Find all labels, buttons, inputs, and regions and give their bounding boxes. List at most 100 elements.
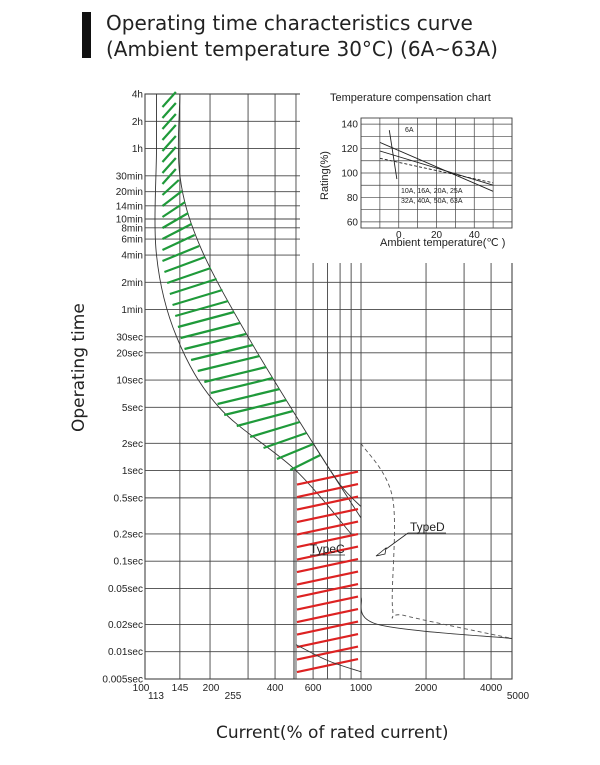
inset-x-axis-title: Ambient temperature(℃ ) [380, 237, 505, 249]
green-hatch [161, 146, 177, 163]
red-hatch [296, 645, 359, 661]
curve-tail-solid [312, 443, 362, 507]
thermal-upper-curve [154, 94, 352, 535]
temperature-compensation-chart: Temperature compensation chart 60 80 100 12… [300, 87, 522, 263]
y-tick-label: 8min [121, 223, 143, 234]
y-tick-label: 10sec [116, 376, 143, 387]
y-tick-label: 0.5sec [114, 493, 143, 504]
green-hatch [197, 354, 260, 373]
y-axis-title: Operating time [69, 303, 89, 432]
instantaneous-tail [360, 596, 513, 639]
x-axis-title: Current(% of rated current) [216, 723, 449, 743]
green-hatch [263, 431, 307, 450]
red-hatch [296, 495, 359, 511]
red-hatch [296, 470, 359, 486]
green-hatch [184, 332, 247, 351]
y-tick-label: 2h [132, 117, 143, 128]
inset-y-tick: 140 [341, 120, 358, 131]
y-tick-label: 1min [121, 305, 143, 316]
green-hatch [164, 255, 206, 274]
red-hatch [296, 558, 359, 574]
green-hatch [161, 135, 177, 152]
type-c-band [293, 443, 362, 679]
y-tick-label: 0.01sec [108, 647, 143, 658]
x-tick-label: 100 [133, 683, 150, 694]
green-hatch [161, 212, 189, 229]
green-hatch [217, 387, 280, 406]
y-tick-label: 10min [116, 214, 143, 225]
red-hatch [296, 483, 359, 499]
y-tick-label: 4h [132, 90, 143, 101]
y-tick-label: 0.2sec [114, 529, 143, 540]
chart-title-line-1: Operating time characteristics curve [106, 11, 473, 35]
y-tick-label: 0.1sec [114, 557, 143, 568]
inset-series-lines [379, 130, 494, 192]
green-hatch [161, 190, 183, 207]
y-tick-label: 0.05sec [108, 584, 143, 595]
inset-y-tick: 80 [347, 193, 359, 204]
green-hatch [162, 244, 200, 263]
green-hatch [162, 234, 196, 251]
inset-series-line [379, 157, 494, 184]
type-d-arrowhead [375, 547, 387, 557]
x-tick-label: 145 [172, 683, 189, 694]
y-tick-label: 6min [121, 235, 143, 246]
green-hatch [169, 277, 217, 296]
y-tick-label: 20min [116, 187, 143, 198]
x-tick-label: 200 [203, 683, 220, 694]
chart-title-line-2: (Ambient temperature 30°C) (6A~63A) [106, 37, 498, 61]
green-hatch [161, 102, 177, 119]
green-hatch [161, 113, 177, 130]
inset-series-line [379, 150, 494, 186]
inset-y-tick: 120 [341, 144, 358, 155]
red-hatch [296, 545, 359, 561]
y-tick-label: 0.02sec [108, 620, 143, 631]
green-hatch [161, 91, 177, 108]
trip-curves [295, 443, 513, 673]
y-tick-label: 1h [132, 144, 143, 155]
inset-label-group1: 10A, 16A, 20A, 25A [401, 188, 463, 195]
type-d-label: TypeD [410, 520, 445, 534]
y-tick-label: 1sec [122, 466, 143, 477]
y-tick-label: 30min [116, 171, 143, 182]
inset-frame [360, 117, 513, 229]
x-tick-label: 2000 [415, 683, 438, 694]
red-hatch [296, 620, 359, 636]
red-hatch [296, 608, 359, 624]
green-hatch [161, 168, 177, 185]
x-tick-label: 400 [267, 683, 284, 694]
green-hatch [161, 201, 186, 218]
title-accent-bar [82, 12, 91, 58]
green-hatch [161, 223, 192, 240]
green-hatch [161, 157, 177, 174]
green-hatch [174, 299, 229, 318]
inset-marker [388, 130, 398, 180]
type-d-curve [360, 443, 513, 639]
green-hatch [289, 454, 321, 471]
inset-x-tick: 40 [469, 230, 481, 241]
red-hatch [296, 533, 359, 549]
y-tick-label: 30sec [116, 332, 143, 343]
type-c-lower-curve [295, 644, 362, 673]
red-hatch [296, 520, 359, 536]
inset-x-tick: 0 [396, 230, 402, 241]
y-tick-label: 0.005sec [102, 675, 143, 686]
red-hatch [296, 583, 359, 599]
green-hatch [249, 420, 301, 439]
green-hatch [172, 288, 223, 307]
inset-x-tick: 20 [431, 230, 443, 241]
inset-y-tick: 60 [347, 217, 359, 228]
green-hatch [204, 365, 267, 384]
x-tick-label: 255 [225, 691, 242, 702]
red-hatch [296, 633, 359, 649]
x-tick-label: 600 [305, 683, 322, 694]
y-tick-label: 2min [121, 278, 143, 289]
green-hatch [223, 398, 287, 417]
red-hatch [296, 508, 359, 524]
y-tick-label: 4min [121, 251, 143, 262]
green-hatch [236, 409, 294, 428]
green-hatch [190, 343, 253, 362]
